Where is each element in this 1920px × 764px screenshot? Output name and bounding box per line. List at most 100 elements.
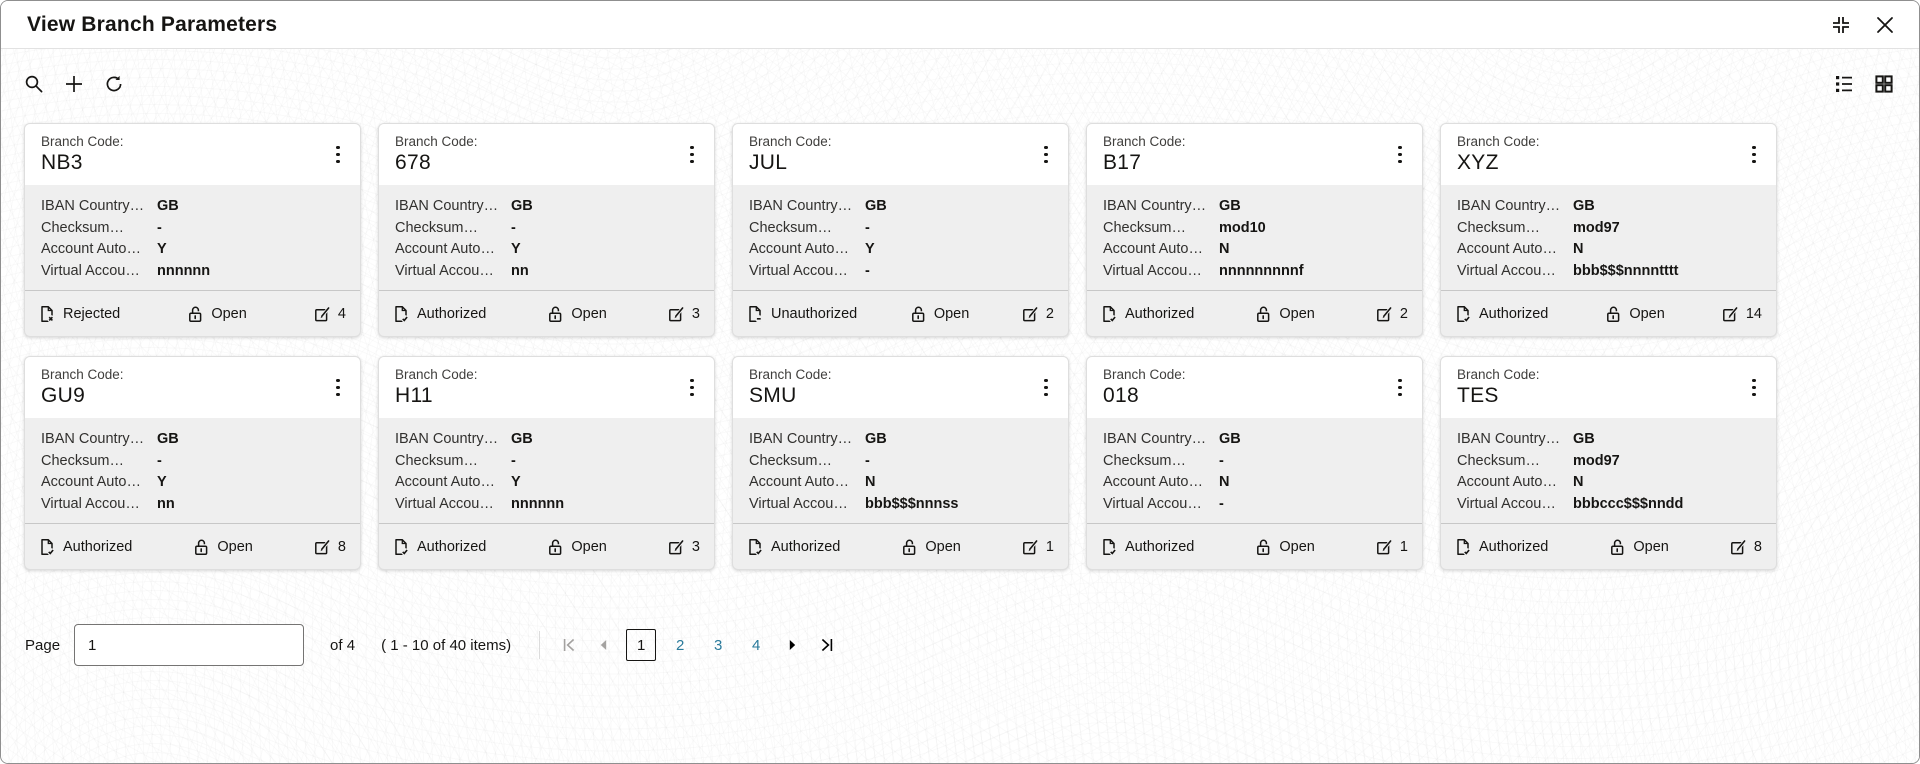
field-value: bbb$$$nnnss [865,495,959,512]
grid-view-icon[interactable] [1873,73,1895,95]
field-label: Checksum… [1457,452,1540,469]
branch-code-label: Branch Code: [749,134,832,149]
collapse-icon[interactable] [1831,15,1851,35]
kebab-menu-icon[interactable] [326,373,350,403]
field-row: Checksum… - [749,218,1052,240]
page-link-3[interactable]: 3 [704,630,732,660]
branch-card[interactable]: Branch Code: GU9 IBAN Country… GB Checks… [24,356,361,570]
field-value: GB [865,198,887,214]
field-value: - [1219,452,1224,469]
document-status-icon [749,538,763,555]
modification-count: 14 [1721,305,1762,323]
page-link-2[interactable]: 2 [666,630,694,660]
field-row: Account Auto… Y [749,239,1052,261]
field-value: mod97 [1573,219,1620,236]
page-link-4[interactable]: 4 [742,630,770,660]
kebab-menu-icon[interactable] [1388,373,1412,403]
branch-card[interactable]: Branch Code: H11 IBAN Country… GB Checks… [378,356,715,570]
field-row: IBAN Country… GB [395,429,698,451]
field-value: - [865,452,870,469]
field-row: Account Auto… Y [41,472,344,494]
first-page-icon[interactable] [558,633,582,657]
field-value: GB [1573,431,1595,447]
card-header: Branch Code: SMU [733,357,1068,418]
authorization-status: Unauthorized [746,305,857,323]
edit-count-icon [1022,539,1039,554]
record-status: Open [546,305,607,323]
kebab-menu-icon[interactable] [1742,140,1766,170]
page-input[interactable] [74,624,305,666]
branch-code-label: Branch Code: [395,134,478,149]
document-status-icon [1457,305,1471,322]
document-status-icon [41,538,55,555]
list-view-icon[interactable] [1833,73,1855,95]
next-page-icon[interactable] [780,633,804,657]
branch-code-value: H11 [395,384,433,407]
modification-count-text: 3 [691,305,700,322]
card-footer: Authorized Open 3 [379,290,714,336]
branch-card[interactable]: Branch Code: NB3 IBAN Country… GB Checks… [24,123,361,337]
open-padlock-icon [189,306,202,322]
close-icon[interactable] [1875,15,1895,35]
field-row: Checksum… - [41,451,344,473]
field-label: IBAN Country… [1103,198,1207,214]
document-status-icon [395,538,409,555]
field-row: Checksum… - [395,451,698,473]
modification-count: 8 [1729,538,1762,556]
add-icon[interactable] [63,73,85,95]
kebab-menu-icon[interactable] [1742,373,1766,403]
record-status-text: Open [1279,538,1315,555]
card-body: IBAN Country… GB Checksum… mod97 Account… [1441,185,1776,290]
card-body: IBAN Country… GB Checksum… - Account Aut… [733,418,1068,523]
record-status-text: Open [571,305,607,322]
last-page-icon[interactable] [814,633,838,657]
page-current[interactable]: 1 [626,629,657,661]
kebab-menu-icon[interactable] [1388,140,1412,170]
branch-code-label: Branch Code: [395,367,478,382]
branch-card[interactable]: Branch Code: TES IBAN Country… GB Checks… [1440,356,1777,570]
field-row: Virtual Accou… - [749,261,1052,283]
record-status-text: Open [1279,305,1315,322]
field-label: Account Auto… [41,241,141,257]
window-controls [1831,15,1895,35]
kebab-menu-icon[interactable] [680,140,704,170]
modification-count: 1 [1375,538,1408,556]
search-icon[interactable] [23,73,45,95]
branch-card[interactable]: Branch Code: B17 IBAN Country… GB Checks… [1086,123,1423,337]
branch-card[interactable]: Branch Code: XYZ IBAN Country… GB Checks… [1440,123,1777,337]
previous-page-icon[interactable] [592,633,616,657]
branch-code-value: TES [1457,384,1499,407]
kebab-menu-icon[interactable] [326,140,350,170]
open-padlock-icon [1607,306,1620,322]
kebab-menu-icon[interactable] [680,373,704,403]
field-value: mod97 [1573,452,1620,469]
branch-card[interactable]: Branch Code: SMU IBAN Country… GB Checks… [732,356,1069,570]
field-row: IBAN Country… GB [1103,196,1406,218]
field-value: nnnnnnnnnf [1219,262,1304,279]
field-value: N [1219,241,1230,257]
card-body: IBAN Country… GB Checksum… mod97 Account… [1441,418,1776,523]
field-value: - [157,452,162,469]
branch-card[interactable]: Branch Code: JUL IBAN Country… GB Checks… [732,123,1069,337]
open-padlock-icon [911,306,925,322]
card-footer: Rejected Open 4 [25,290,360,336]
card-header: Branch Code: 678 [379,124,714,185]
card-body: IBAN Country… GB Checksum… mod10 Account… [1087,185,1422,290]
field-label: IBAN Country… [395,431,499,447]
authorization-status-text: Authorized [417,538,487,555]
field-value: N [1573,474,1584,490]
field-row: Account Auto… N [1457,472,1760,494]
kebab-menu-icon[interactable] [1034,140,1058,170]
field-label: Checksum… [1103,219,1186,236]
card-body: IBAN Country… GB Checksum… - Account Aut… [733,185,1068,290]
record-status-text: Open [1629,305,1665,322]
edit-count-icon [668,306,685,321]
branch-code-label: Branch Code: [749,367,832,382]
branch-card[interactable]: Branch Code: 018 IBAN Country… GB Checks… [1086,356,1423,570]
branch-card[interactable]: Branch Code: 678 IBAN Country… GB Checks… [378,123,715,337]
kebab-menu-icon[interactable] [1034,373,1058,403]
branch-code-label: Branch Code: [1457,134,1540,149]
field-label: Account Auto… [41,474,141,490]
field-row: Virtual Accou… bbb$$$nnnntttt [1457,261,1760,283]
refresh-icon[interactable] [103,73,125,95]
